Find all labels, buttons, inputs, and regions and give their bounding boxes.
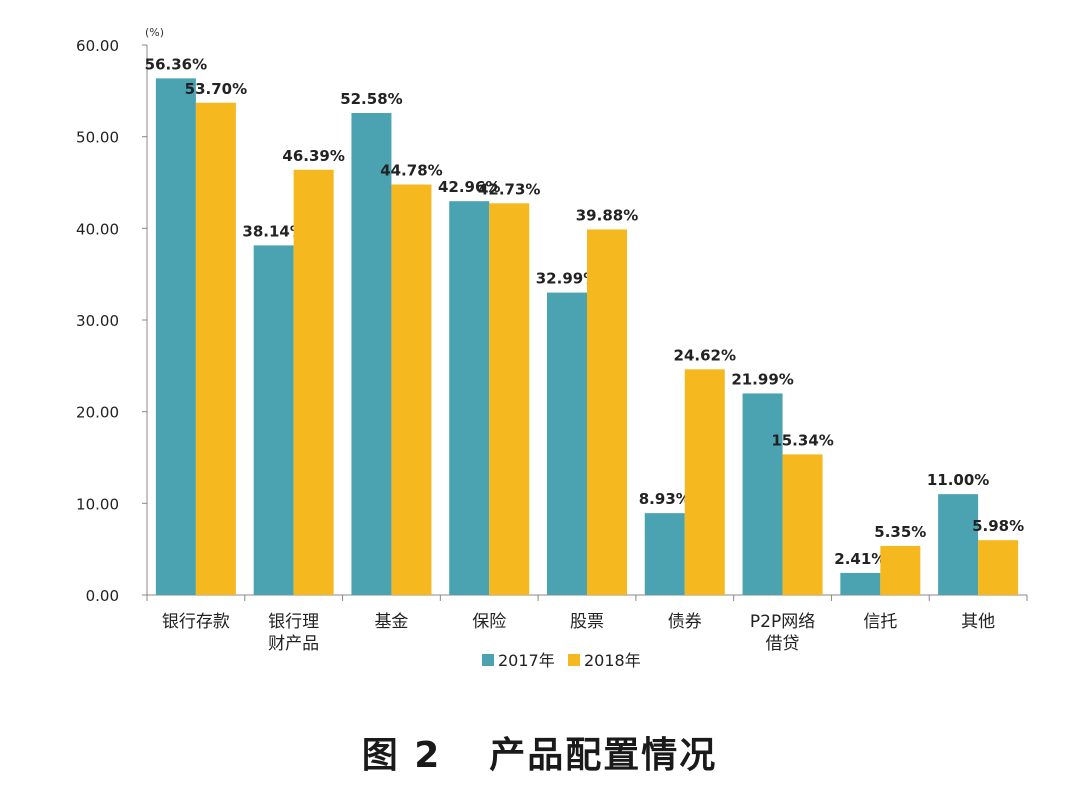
bar-2018 bbox=[587, 229, 627, 595]
data-label: 42.73% bbox=[478, 180, 540, 198]
data-label: 52.58% bbox=[340, 90, 402, 108]
x-tick-label: 银行理 bbox=[268, 612, 319, 632]
bar-2018 bbox=[293, 169, 334, 595]
bar-2018 bbox=[391, 184, 432, 595]
x-tick-label: 保险 bbox=[472, 612, 506, 632]
legend-swatch bbox=[482, 654, 494, 666]
x-tick-label: 借贷 bbox=[766, 634, 800, 654]
data-label: 11.00% bbox=[927, 471, 989, 489]
bar-2017 bbox=[938, 494, 979, 595]
bar-2017 bbox=[547, 292, 587, 595]
data-label: 21.99% bbox=[731, 370, 793, 388]
figure-caption: 图 2 产品配置情况 bbox=[0, 722, 1079, 782]
data-label: 15.34% bbox=[771, 431, 833, 449]
bar-2018 bbox=[880, 545, 921, 595]
y-tick-label: 0.00 bbox=[86, 587, 119, 605]
bar-2018 bbox=[489, 203, 530, 595]
data-label: 5.98% bbox=[972, 517, 1024, 535]
x-tick-label: 其他 bbox=[961, 612, 995, 632]
bar-2017 bbox=[253, 245, 294, 595]
bar-2017 bbox=[644, 513, 685, 595]
bar-2018 bbox=[782, 454, 823, 595]
data-label: 56.36% bbox=[145, 55, 207, 73]
data-label: 8.93% bbox=[639, 490, 691, 508]
legend-label: 2018年 bbox=[584, 651, 641, 670]
bar-2017 bbox=[449, 201, 490, 595]
bar-2017 bbox=[840, 572, 881, 595]
bar-chart: (%) 0.00 10.00 20.00 30.00 40.00 50.00 60.00 56.… bbox=[76, 26, 1028, 670]
x-tick-label: 股票 bbox=[570, 612, 604, 632]
x-tick-label: 财产品 bbox=[268, 634, 319, 654]
x-tick-label: 信托 bbox=[863, 612, 897, 632]
bar-2017 bbox=[351, 113, 392, 596]
y-tick-label: 60.00 bbox=[76, 37, 119, 55]
x-tick-label: P2P网络 bbox=[750, 612, 815, 632]
data-label: 24.62% bbox=[674, 346, 736, 364]
y-tick-label: 40.00 bbox=[76, 220, 119, 238]
y-tick-label: 20.00 bbox=[76, 404, 119, 422]
data-label: 32.99% bbox=[536, 270, 598, 288]
bar-2017 bbox=[155, 78, 196, 595]
data-label: 5.35% bbox=[874, 523, 926, 541]
figure-title: 产品配置情况 bbox=[489, 735, 718, 776]
data-label: 42.96% bbox=[438, 178, 500, 196]
figure-number: 图 2 bbox=[361, 735, 442, 776]
x-tick-label: 基金 bbox=[374, 612, 408, 632]
data-label: 38.14% bbox=[242, 222, 304, 240]
x-tick-label: 债券 bbox=[668, 612, 702, 632]
bar-2018 bbox=[195, 102, 236, 595]
bar-2018 bbox=[978, 540, 1019, 595]
bar-2018 bbox=[684, 369, 725, 595]
x-tick-label: 银行存款 bbox=[162, 612, 230, 632]
y-tick-label: 10.00 bbox=[76, 495, 119, 513]
data-label: 2.41% bbox=[834, 550, 886, 568]
y-tick-label: 30.00 bbox=[76, 312, 119, 330]
data-label: 53.70% bbox=[185, 80, 247, 98]
y-unit-label: (%) bbox=[145, 26, 164, 39]
legend-swatch bbox=[568, 654, 580, 666]
data-label: 39.88% bbox=[576, 206, 638, 224]
bar-2017 bbox=[742, 393, 783, 595]
y-tick-label: 50.00 bbox=[76, 129, 119, 147]
data-label: 44.78% bbox=[380, 162, 442, 180]
data-label: 46.39% bbox=[282, 147, 344, 165]
legend-label: 2017年 bbox=[498, 651, 555, 670]
